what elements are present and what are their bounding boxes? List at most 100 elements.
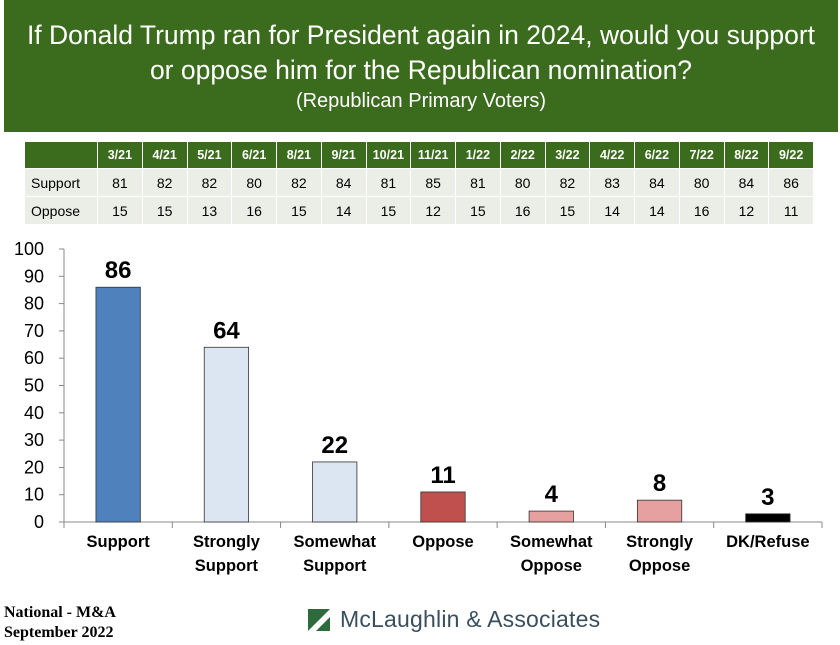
table-row-label: Oppose [24,196,98,225]
y-tick-label: 30 [24,430,44,450]
category-label: Strongly [626,533,694,551]
source-note: National - M&A September 2022 [4,603,116,643]
category-label: Oppose [521,557,582,575]
bar [420,491,466,523]
category-label: DK/Refuse [726,533,809,551]
table-row: Support 81 82 82 80 82 84 81 85 81 80 82 83 84 80 84 86 [24,168,814,197]
y-tick-label: 70 [24,321,44,341]
table-cell: 15 [544,196,591,225]
data-label: 11 [430,462,455,489]
table-cell: 13 [186,196,233,225]
logo-mark-icon [308,608,330,631]
table-cell: 15 [141,196,188,225]
table-cell: 82 [141,168,188,197]
bar [312,461,358,523]
table-cell: 15 [97,196,143,225]
table-date-header: 3/22 [544,141,591,169]
table-date-header: 6/21 [231,141,277,169]
table-cell: 80 [499,168,546,197]
category-label: Oppose [629,557,690,575]
logo-text: McLaughlin & Associates [340,606,601,632]
category-label: Oppose [412,533,473,551]
table-date-header: 6/22 [634,141,680,169]
chart-subtitle: (Republican Primary Voters) [295,90,547,112]
y-tick-label: 0 [34,512,44,532]
table-date-header: 5/21 [186,141,233,169]
table-cell: 82 [544,168,591,197]
table-cell: 14 [589,196,635,225]
category-label: Support [87,533,151,551]
y-tick-label: 80 [24,294,44,314]
table-cell: 82 [186,168,233,197]
table-cell: 12 [410,196,456,225]
category-label: Somewhat [510,533,593,551]
table-cell: 11 [768,196,814,225]
trend-table: 3/21 4/21 5/21 6/21 8/21 9/21 10/21 11/21 1/22 2/… [24,141,814,225]
bar [528,510,574,523]
table-cell: 81 [97,168,143,197]
title-line-1: If Donald Trump ran for President again … [26,20,816,50]
data-label: 22 [321,432,348,459]
category-label: Strongly [193,533,261,551]
table-date-header: 9/21 [320,141,367,169]
bar [745,513,791,523]
table-cell: 83 [589,168,635,197]
data-label: 8 [653,470,666,497]
table-cell: 84 [723,168,770,197]
y-tick-label: 40 [24,403,44,423]
y-tick-label: 60 [24,348,44,368]
table-cell: 14 [634,196,680,225]
table-date-header: 7/22 [678,141,725,169]
table-date-header: 1/22 [455,141,501,169]
bar [95,286,141,523]
table-date-header: 2/22 [499,141,546,169]
company-logo: McLaughlin & Associates [308,606,600,633]
chart-title: If Donald Trump ran for President again … [4,18,838,88]
table-date-header: 4/22 [589,141,635,169]
y-tick-label: 20 [24,457,44,477]
table-cell: 15 [276,196,322,225]
category-label: Somewhat [293,533,376,551]
table-row-label: Support [24,168,98,197]
table-cell: 14 [320,196,367,225]
table-cell: 16 [231,196,277,225]
table-cell: 85 [410,168,456,197]
table-date-header: 4/21 [141,141,188,169]
data-label: 86 [105,257,132,284]
table-cell: 80 [231,168,277,197]
table-date-header: 8/21 [276,141,322,169]
data-label: 64 [213,317,240,344]
trend-header-row: 3/21 4/21 5/21 6/21 8/21 9/21 10/21 11/21 1/22 2/… [24,141,814,169]
bar-chart: 0 10 20 30 40 50 60 70 80 90 100 86 Support 64 Strongl… [14,239,823,575]
table-cell: 84 [634,168,680,197]
table-date-header: 8/22 [723,141,770,169]
table-date-header: 9/22 [768,141,814,169]
table-cell: 81 [455,168,501,197]
data-label: 3 [761,484,774,511]
table-cell: 84 [320,168,367,197]
y-tick-label: 100 [14,239,44,259]
bar [636,499,683,523]
bar [203,346,250,523]
table-cell: 12 [723,196,770,225]
table-date-header: 11/21 [410,141,456,169]
data-label: 4 [545,481,559,508]
table-cell: 86 [768,168,814,197]
category-label: Support [195,557,259,575]
table-cell: 81 [365,168,412,197]
y-tick-label: 50 [24,376,44,396]
table-cell: 16 [499,196,546,225]
table-cell: 80 [678,168,725,197]
source-line-2: September 2022 [4,624,114,641]
table-date-header: 10/21 [365,141,412,169]
title-line-2: or oppose him for the Republican nominat… [149,55,693,85]
table-row: Oppose 15 15 13 16 15 14 15 12 15 16 15 14 14 16 12 11 [24,196,814,225]
table-date-header: 3/21 [97,141,143,169]
table-corner [24,141,98,169]
source-line-1: National - M&A [4,604,116,621]
table-cell: 15 [365,196,412,225]
y-tick-label: 90 [24,266,44,286]
y-tick-label: 10 [24,485,44,505]
table-cell: 82 [276,168,322,197]
table-cell: 16 [678,196,725,225]
